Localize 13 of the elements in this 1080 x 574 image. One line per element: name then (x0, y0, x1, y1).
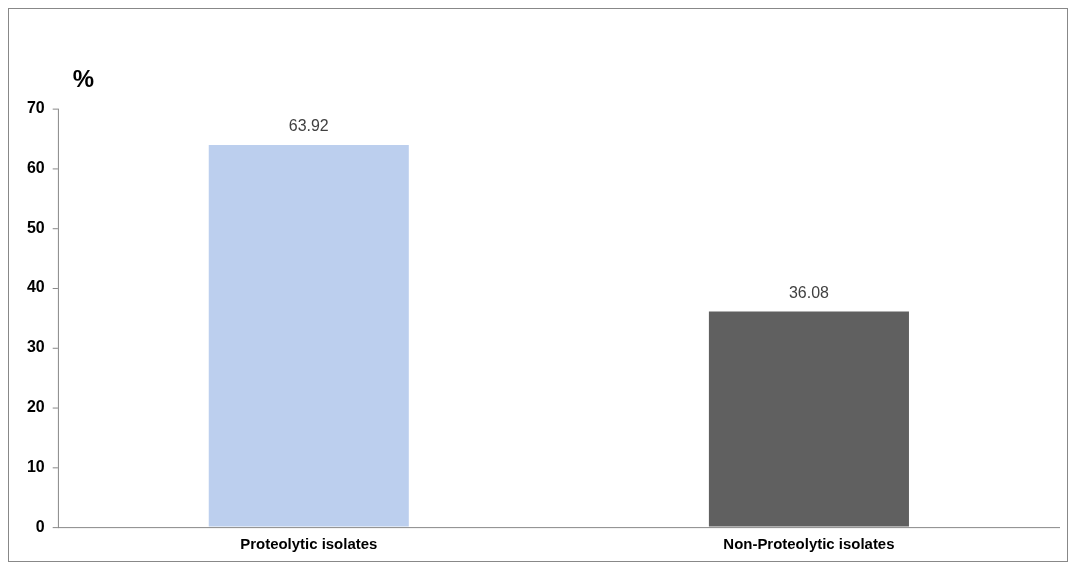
y-tick-label: 70 (26, 99, 45, 117)
y-tick-label: 10 (26, 457, 45, 475)
x-tick-label: Non-Proteolytic isolates (723, 535, 895, 553)
x-tick-label: Proteolytic isolates (240, 535, 378, 553)
data-label: 63.92 (288, 117, 329, 135)
y-tick-label: 20 (26, 397, 45, 415)
y-axis-title: % (72, 64, 94, 92)
y-tick-label: 50 (26, 218, 45, 236)
y-tick-label: 60 (26, 158, 45, 176)
y-tick-label: 30 (26, 338, 45, 356)
y-tick-label: 0 (35, 517, 45, 535)
y-tick-label: 40 (26, 278, 45, 296)
data-label: 36.08 (788, 283, 830, 301)
